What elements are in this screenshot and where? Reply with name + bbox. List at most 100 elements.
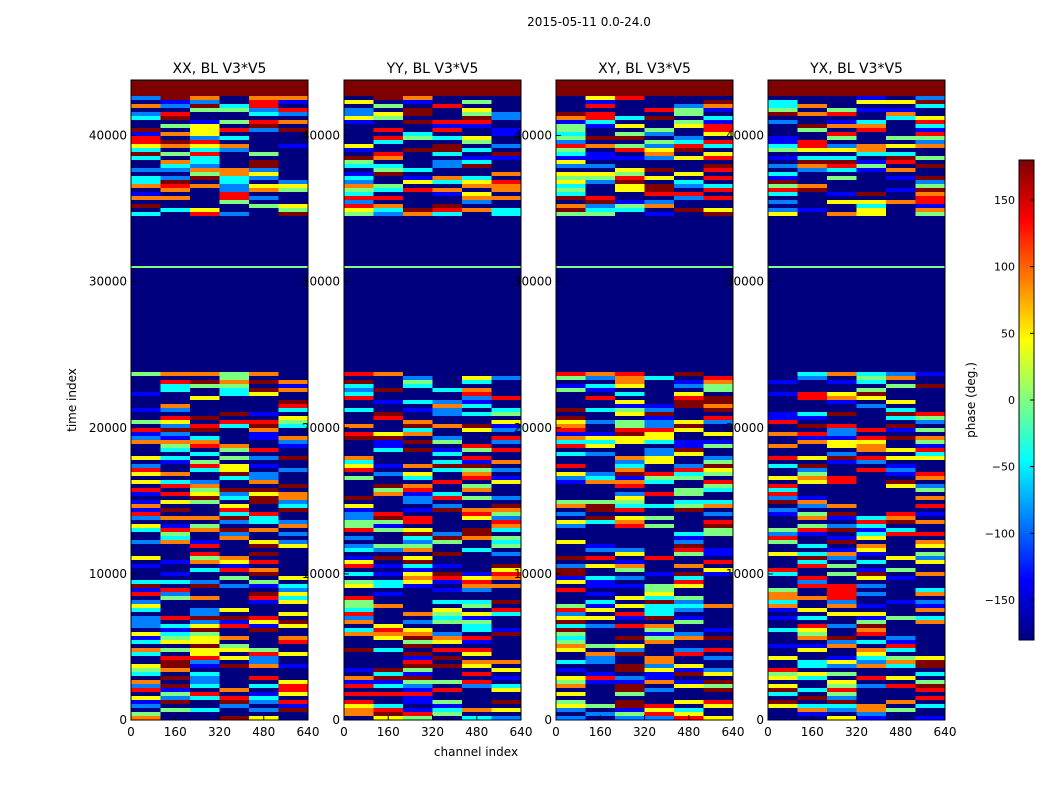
x-tick-label: 0 (552, 725, 560, 739)
colorbar-tick-label: 150 (994, 194, 1015, 207)
heatmap-cell (585, 556, 616, 560)
heatmap-cell (403, 164, 433, 168)
heatmap-cell (768, 636, 798, 640)
heatmap-cell (856, 572, 887, 576)
heatmap-cell (160, 380, 191, 384)
heatmap-cell (674, 376, 704, 380)
heatmap-cell (373, 484, 404, 488)
heatmap-cell (856, 492, 887, 496)
heatmap-cell (160, 664, 191, 668)
heatmap-cell (190, 540, 220, 544)
heatmap-cell (585, 640, 616, 644)
heatmap-cell (432, 464, 463, 468)
heatmap-cell (703, 456, 734, 460)
heatmap-cell (886, 408, 916, 412)
heatmap-cell (403, 552, 433, 556)
heatmap-cell (703, 468, 734, 472)
heatmap-cell (190, 544, 220, 548)
heatmap-cell (615, 488, 645, 492)
heatmap-cell (644, 692, 675, 696)
heatmap-cell (432, 672, 463, 676)
heatmap-cell (886, 484, 916, 488)
heatmap-cell (556, 412, 586, 416)
heatmap-cell (556, 292, 733, 296)
heatmap-cell (344, 664, 374, 668)
heatmap-cell (432, 572, 463, 576)
heatmap-cell (219, 668, 250, 672)
heatmap-cell (768, 384, 798, 388)
heatmap-cell (278, 204, 309, 208)
heatmap-cell (219, 488, 250, 492)
heatmap-cell (160, 192, 191, 196)
heatmap-cell (886, 412, 916, 416)
heatmap-cell (644, 420, 675, 424)
heatmap-cell (827, 412, 857, 416)
heatmap-cell (432, 132, 463, 136)
heatmap-cell (585, 700, 616, 704)
heatmap-cell (344, 436, 374, 440)
heatmap-cell (462, 148, 492, 152)
heatmap-cell (644, 208, 675, 212)
heatmap-cell (160, 636, 191, 640)
heatmap-cell (856, 516, 887, 520)
heatmap-cell (674, 532, 704, 536)
heatmap-cell (703, 164, 734, 168)
heatmap-cell (886, 652, 916, 656)
heatmap-cell (219, 676, 250, 680)
heatmap-cell (403, 652, 433, 656)
heatmap-cell (703, 500, 734, 504)
heatmap-cell (491, 532, 522, 536)
heatmap-cell (373, 408, 404, 412)
heatmap-cell (797, 112, 828, 116)
heatmap-cell (703, 172, 734, 176)
heatmap-cell (491, 604, 522, 608)
heatmap-cell (432, 376, 463, 380)
heatmap-cell (344, 372, 374, 376)
heatmap-cell (703, 544, 734, 548)
heatmap-cell (827, 128, 857, 132)
heatmap-cell (556, 568, 586, 572)
heatmap-cell (160, 484, 191, 488)
heatmap-cell (674, 124, 704, 128)
heatmap-cell (915, 180, 946, 184)
heatmap-cell (131, 676, 161, 680)
heatmap-cell (827, 200, 857, 204)
heatmap-cell (219, 440, 250, 444)
heatmap-cell (219, 512, 250, 516)
heatmap-cell (219, 112, 250, 116)
heatmap-cell (886, 432, 916, 436)
heatmap-cell (403, 620, 433, 624)
heatmap-cell (344, 344, 521, 348)
heatmap-cell (491, 704, 522, 708)
heatmap-cell (432, 524, 463, 528)
heatmap-cell (131, 132, 161, 136)
heatmap-cell (278, 420, 309, 424)
heatmap-cell (249, 380, 279, 384)
heatmap-cell (585, 612, 616, 616)
heatmap-cell (278, 600, 309, 604)
heatmap-cell (703, 640, 734, 644)
heatmap-cell (703, 532, 734, 536)
heatmap-cell (797, 564, 828, 568)
heatmap-cell (432, 684, 463, 688)
heatmap-cell (403, 708, 433, 712)
heatmap-cell (797, 184, 828, 188)
heatmap-cell (278, 564, 309, 568)
heatmap-cell (344, 388, 374, 392)
heatmap-cell (131, 312, 308, 316)
heatmap-cell (585, 628, 616, 632)
heatmap-cell (768, 516, 798, 520)
heatmap-cell (615, 568, 645, 572)
heatmap-cell (190, 440, 220, 444)
heatmap-cell (131, 248, 308, 252)
heatmap-cell (915, 104, 946, 108)
heatmap-cell (160, 696, 191, 700)
heatmap-cell (797, 712, 828, 716)
heatmap-cell (131, 96, 161, 100)
heatmap-cell (556, 172, 586, 176)
heatmap-cell (131, 476, 161, 480)
heatmap-cell (915, 628, 946, 632)
heatmap-cell (278, 580, 309, 584)
heatmap-cell (703, 696, 734, 700)
heatmap-cell (585, 676, 616, 680)
